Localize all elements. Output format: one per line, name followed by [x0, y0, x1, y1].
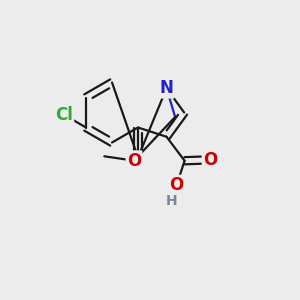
- Text: H: H: [166, 194, 177, 208]
- Text: O: O: [203, 151, 217, 169]
- Text: O: O: [169, 176, 184, 194]
- Text: O: O: [127, 152, 141, 169]
- Text: Cl: Cl: [55, 106, 73, 124]
- Text: N: N: [160, 79, 173, 97]
